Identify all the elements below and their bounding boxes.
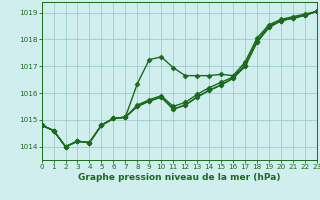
X-axis label: Graphe pression niveau de la mer (hPa): Graphe pression niveau de la mer (hPa)	[78, 173, 280, 182]
